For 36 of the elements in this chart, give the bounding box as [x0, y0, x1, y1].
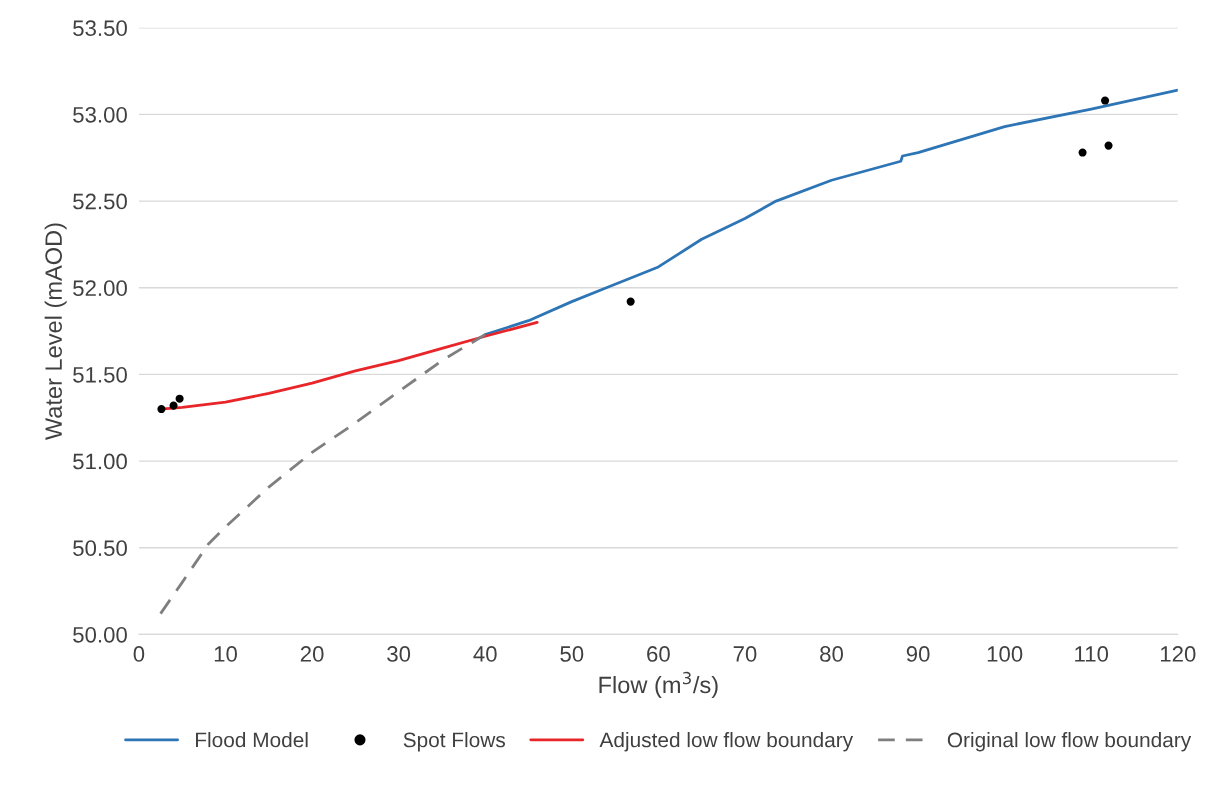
legend-label: Flood Model — [196, 732, 308, 748]
y-tick-label: 50.50 — [73, 540, 127, 557]
legend-label: Original low flow boundary — [947, 732, 1192, 752]
x-tick-label: 10 — [214, 646, 237, 662]
x-tick-label: 110 — [1075, 646, 1109, 662]
y-tick-label: 53.00 — [73, 106, 127, 123]
y-tick-label: 51.50 — [73, 366, 127, 383]
x-tick-label: 40 — [473, 646, 497, 662]
y-tick-label: 51.00 — [73, 453, 127, 470]
line-series — [159, 333, 487, 615]
point — [1101, 96, 1110, 105]
y-tick-label: 50.00 — [73, 626, 127, 643]
point — [157, 405, 166, 414]
legend-label: Adjusted low flow boundary — [599, 732, 854, 752]
y-tick-label: 52.50 — [73, 193, 127, 210]
x-tick-label: 60 — [647, 646, 670, 662]
x-tick-label: 70 — [733, 646, 757, 662]
point — [169, 401, 178, 410]
y-tick-label: 53.50 — [73, 20, 127, 37]
point — [175, 394, 184, 403]
point — [626, 297, 635, 306]
y-tick-label: 52.00 — [73, 280, 127, 297]
y-axis-title: Water Level (mAOD) — [44, 223, 67, 441]
x-tick-label: 100 — [987, 646, 1023, 662]
x-tick-label: 20 — [300, 646, 324, 662]
x-tick-label: 90 — [906, 646, 930, 662]
x-tick-label: 120 — [1160, 646, 1196, 662]
x-tick-label: 30 — [387, 646, 411, 662]
x-axis-title: Flow (m$^{3}$/s) — [599, 671, 718, 698]
line-series — [483, 88, 1178, 336]
x-tick-label: 0 — [133, 646, 145, 662]
point — [1104, 141, 1113, 150]
point — [1078, 148, 1087, 157]
x-tick-label: 50 — [560, 646, 584, 662]
x-tick-label: 80 — [820, 646, 843, 662]
legend-label: Spot Flows — [403, 732, 505, 752]
